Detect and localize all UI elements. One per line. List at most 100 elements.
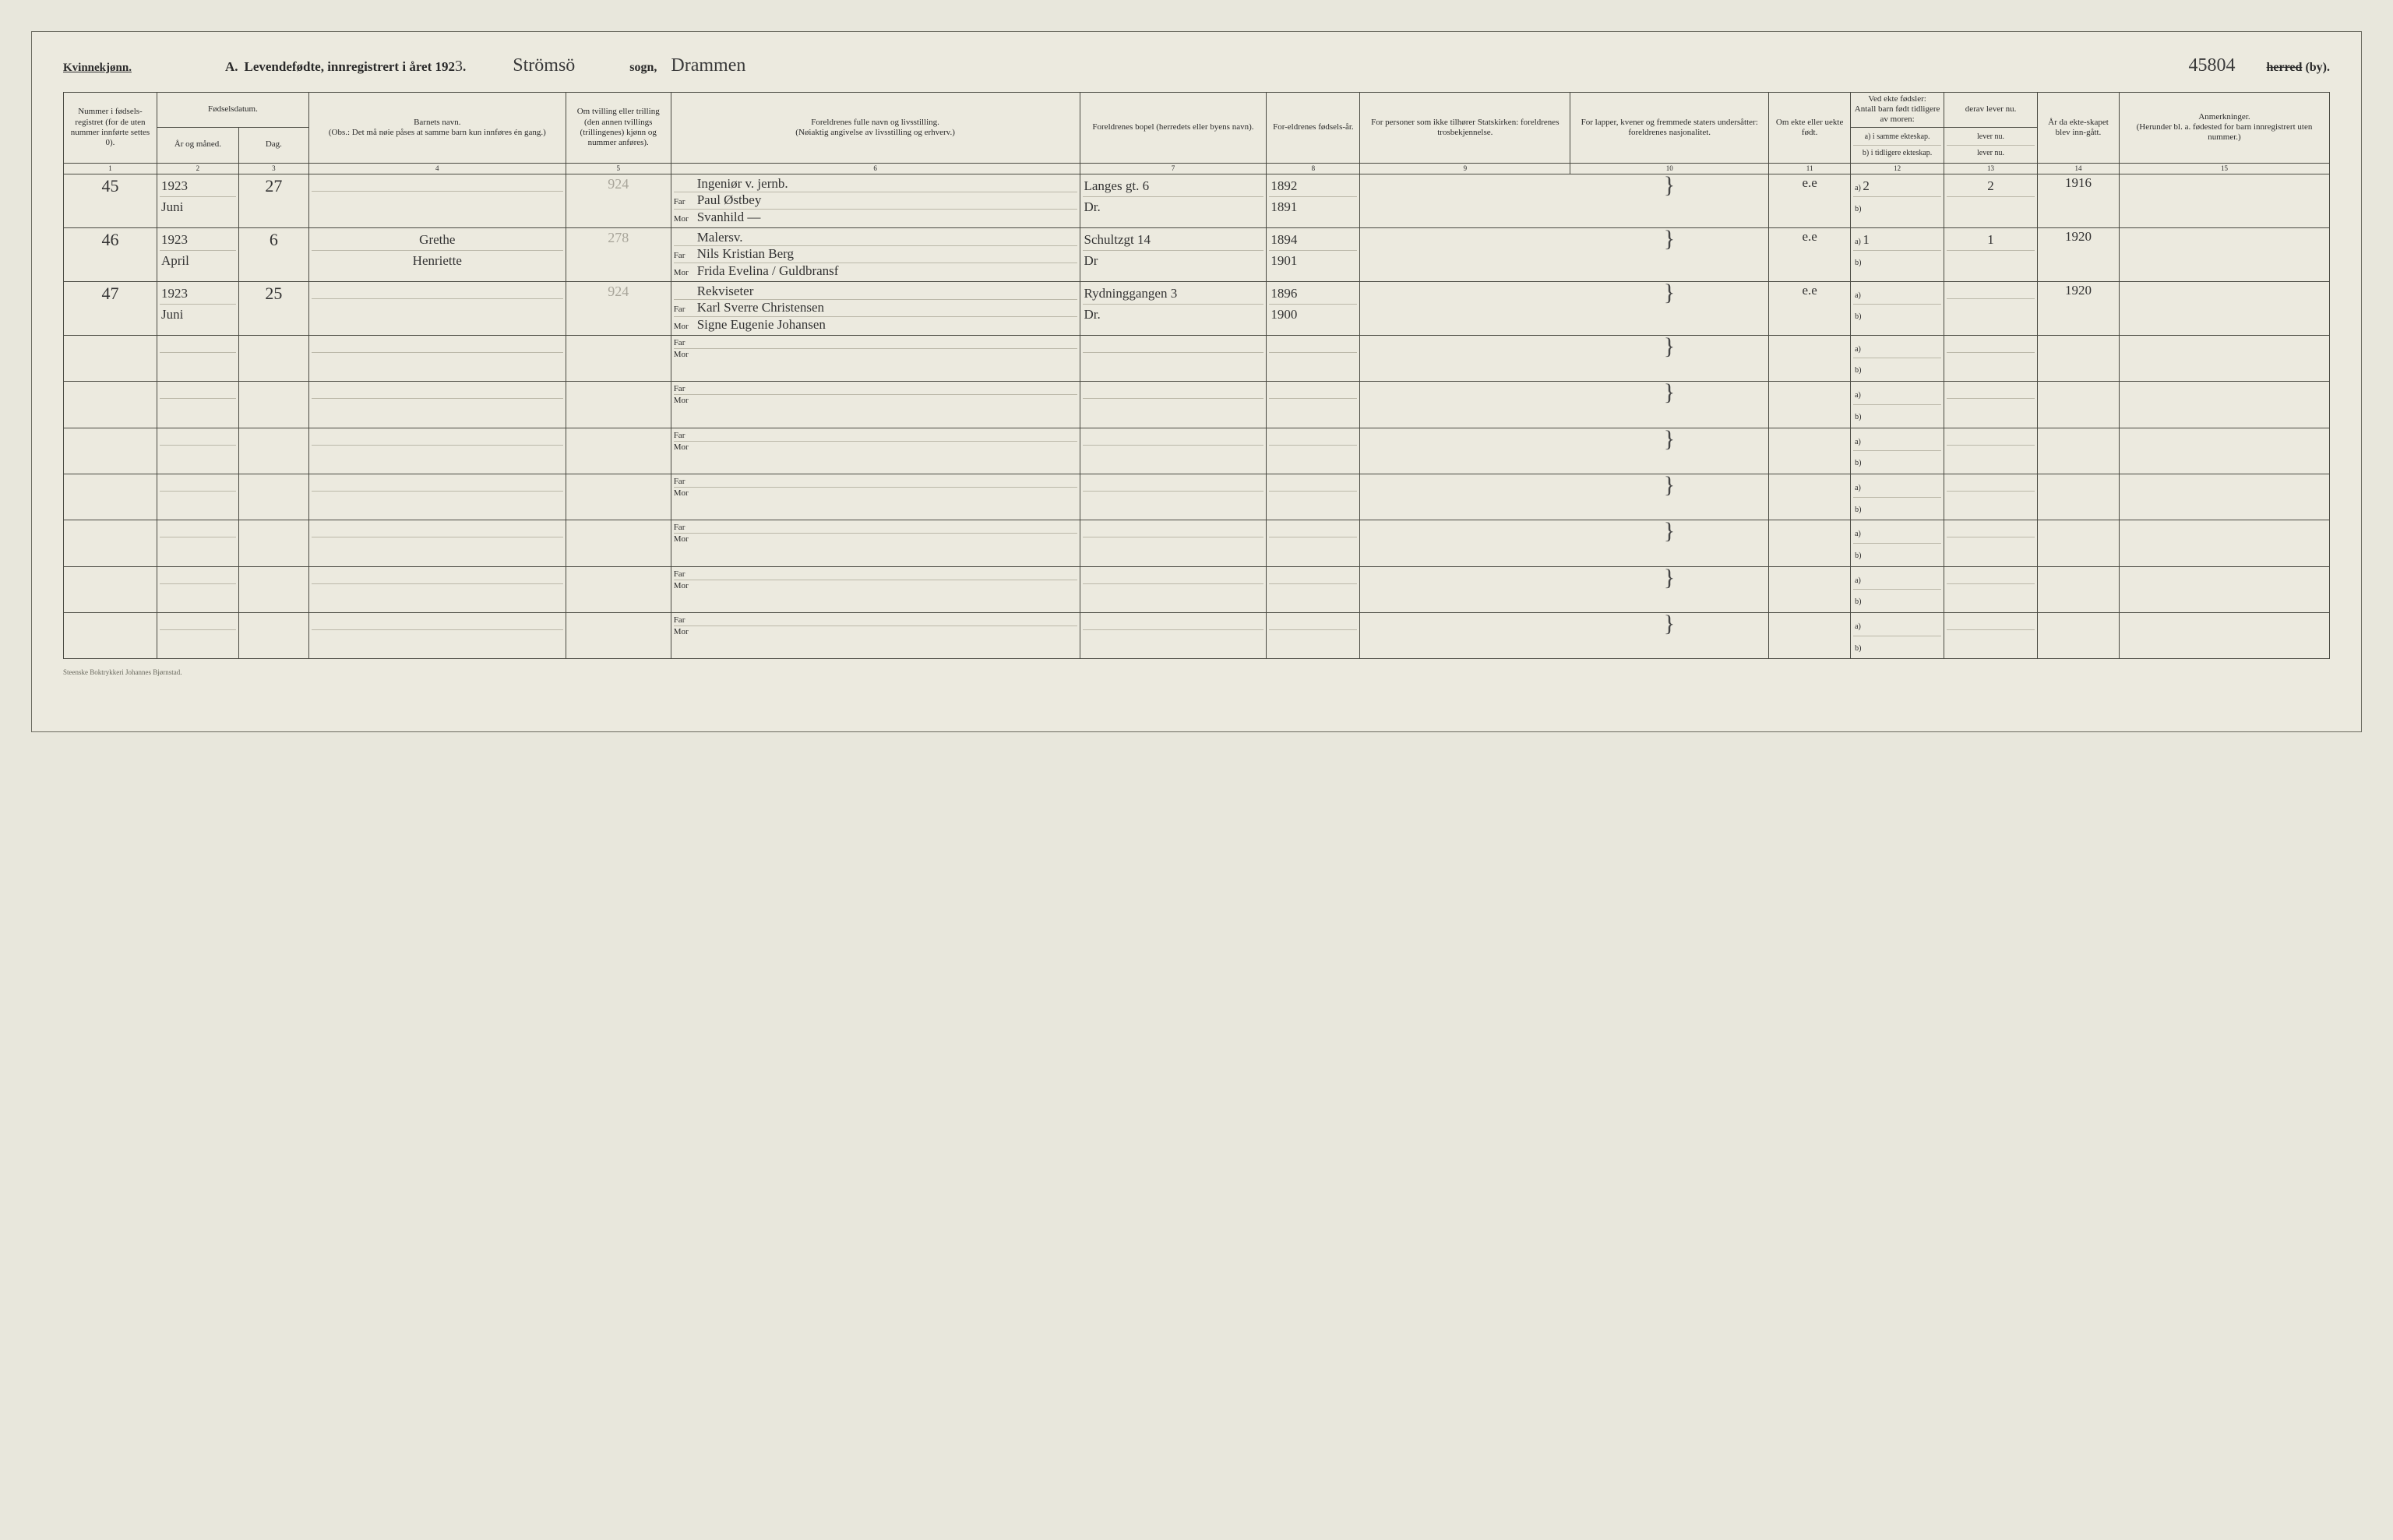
day <box>238 566 308 612</box>
nationality: } <box>1570 335 1769 381</box>
remarks <box>2119 613 2329 659</box>
day: 6 <box>238 227 308 281</box>
child-name <box>308 174 566 227</box>
col-13b: lever nu. <box>1947 146 2035 161</box>
col-7-header: Foreldrenes bopel (herredets eller byens… <box>1080 93 1267 164</box>
prior-children: a) b) <box>1851 335 1944 381</box>
nationality: } <box>1570 227 1769 281</box>
remarks <box>2119 428 2329 474</box>
prior-children: a) b) <box>1851 382 1944 428</box>
living-children: 2 <box>1944 174 2038 227</box>
sogn-label: sogn, <box>629 61 657 75</box>
remarks <box>2119 520 2329 566</box>
table-row: FarMor}a) b) <box>64 382 2330 428</box>
prior-children: a) 1b) <box>1851 227 1944 281</box>
herred-by: (by). <box>2305 61 2330 74</box>
col-6-header: Foreldrenes fulle navn og livsstilling. … <box>671 93 1080 164</box>
table-row: FarMor}a) b) <box>64 566 2330 612</box>
child-name <box>308 613 566 659</box>
legitimacy <box>1769 382 1851 428</box>
year-month <box>157 520 238 566</box>
twin-note <box>566 474 671 520</box>
religion <box>1360 520 1570 566</box>
prior-children: a) 2b) <box>1851 174 1944 227</box>
title-period: . <box>463 59 466 75</box>
year-month: 1923Juni <box>157 174 238 227</box>
remarks <box>2119 281 2329 335</box>
colnum: 5 <box>566 163 671 174</box>
prior-children: a) b) <box>1851 474 1944 520</box>
folio-value: 45804 <box>2181 55 2243 76</box>
colnum: 9 <box>1360 163 1570 174</box>
register-page: Kvinnekjønn. A. Levendefødte, innregistr… <box>31 31 2362 732</box>
twin-note <box>566 382 671 428</box>
twin-note: 278 <box>566 227 671 281</box>
col-11-header: Om ekte eller uekte født. <box>1769 93 1851 164</box>
nationality: } <box>1570 281 1769 335</box>
religion <box>1360 174 1570 227</box>
herred-value: Drammen <box>663 55 753 76</box>
residence: Langes gt. 6Dr. <box>1080 174 1267 227</box>
col-4-header: Barnets navn. (Obs.: Det må nøie påses a… <box>308 93 566 164</box>
colnum: 11 <box>1769 163 1851 174</box>
year-month: 1923Juni <box>157 281 238 335</box>
twin-note <box>566 335 671 381</box>
religion <box>1360 474 1570 520</box>
child-name <box>308 382 566 428</box>
marriage-year <box>2038 335 2120 381</box>
year-month <box>157 474 238 520</box>
legitimacy <box>1769 566 1851 612</box>
residence <box>1080 335 1267 381</box>
residence <box>1080 428 1267 474</box>
remarks <box>2119 382 2329 428</box>
religion <box>1360 281 1570 335</box>
legitimacy <box>1769 520 1851 566</box>
residence: Schultzgt 14Dr <box>1080 227 1267 281</box>
religion <box>1360 428 1570 474</box>
entry-number <box>64 335 157 381</box>
colnum: 3 <box>238 163 308 174</box>
col-10-header: For lapper, kvener og fremmede staters u… <box>1570 93 1769 164</box>
colnum: 1 <box>64 163 157 174</box>
year-month <box>157 428 238 474</box>
col-2b-header: Dag. <box>238 127 308 163</box>
year-month <box>157 566 238 612</box>
child-name <box>308 566 566 612</box>
parents: FarMor <box>671 428 1080 474</box>
living-children <box>1944 474 2038 520</box>
religion <box>1360 613 1570 659</box>
col-8-header: For-eldrenes fødsels-år. <box>1267 93 1360 164</box>
living-children <box>1944 520 2038 566</box>
parents: FarMor <box>671 613 1080 659</box>
parents: FarMor <box>671 382 1080 428</box>
colnum: 13 <box>1944 163 2038 174</box>
entry-number: 47 <box>64 281 157 335</box>
day <box>238 474 308 520</box>
remarks <box>2119 474 2329 520</box>
religion <box>1360 566 1570 612</box>
marriage-year <box>2038 520 2120 566</box>
living-children <box>1944 613 2038 659</box>
year-month <box>157 382 238 428</box>
year-month: 1923April <box>157 227 238 281</box>
nationality: } <box>1570 566 1769 612</box>
religion <box>1360 227 1570 281</box>
table-row: 451923Juni27924Ingeniør v. jernb.FarPaul… <box>64 174 2330 227</box>
residence: Rydninggangen 3Dr. <box>1080 281 1267 335</box>
religion <box>1360 335 1570 381</box>
parent-birth-years <box>1267 474 1360 520</box>
day <box>238 428 308 474</box>
twin-note <box>566 566 671 612</box>
printer-footer: Steenske Boktrykkeri Johannes Bjørnstad. <box>63 668 2330 676</box>
child-name: GretheHenriette <box>308 227 566 281</box>
header-row: Kvinnekjønn. A. Levendefødte, innregistr… <box>63 55 2330 76</box>
twin-note: 924 <box>566 281 671 335</box>
herred-label: herred (by). <box>2267 61 2330 75</box>
twin-note: 924 <box>566 174 671 227</box>
col-12-sub: a) i samme ekteskap. b) i tidligere ekte… <box>1851 127 1944 163</box>
twin-note <box>566 520 671 566</box>
child-name <box>308 281 566 335</box>
legitimacy <box>1769 613 1851 659</box>
parent-birth-years <box>1267 613 1360 659</box>
nationality: } <box>1570 474 1769 520</box>
